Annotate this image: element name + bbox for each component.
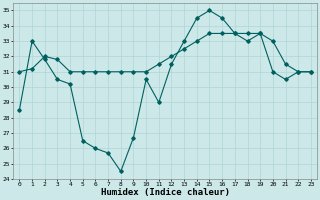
X-axis label: Humidex (Indice chaleur): Humidex (Indice chaleur)	[100, 188, 230, 197]
